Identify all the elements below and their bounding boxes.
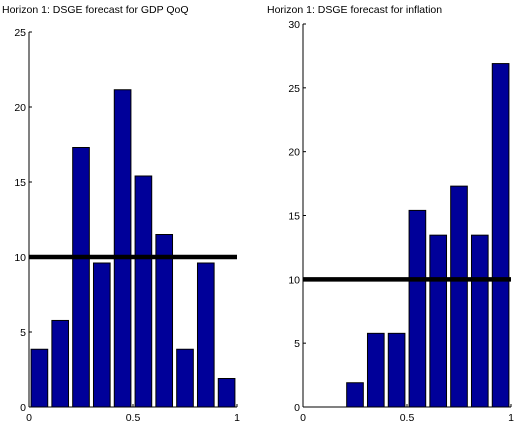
inflation-bar-5 <box>387 332 406 408</box>
gdp-xtick-label: 0 <box>26 412 32 424</box>
inflation-xtick-label: 1 <box>508 412 514 424</box>
inflation-ytick-label: 5 <box>294 338 300 350</box>
gdp-bar-5 <box>113 89 132 408</box>
inflation-ytick-label: 25 <box>288 83 300 95</box>
inflation-ytick-label: 0 <box>294 402 300 414</box>
gdp-bar-7 <box>155 234 174 408</box>
gdp-xtick-label: 1 <box>234 412 240 424</box>
inflation-bar-7 <box>429 234 448 408</box>
gdp-ytick-label: 5 <box>20 327 26 339</box>
gdp-bar-3 <box>72 147 90 408</box>
gdp-bar-10 <box>217 378 236 408</box>
gdp-ytick-label: 20 <box>14 102 26 114</box>
inflation-ytick-label: 20 <box>288 147 300 159</box>
gdp-bar-2 <box>51 319 70 408</box>
inflation-bar-8 <box>450 185 468 408</box>
gdp-ytick-label: 25 <box>14 27 26 39</box>
gdp-xtick-label: 0.5 <box>126 412 141 424</box>
gdp-bar-6 <box>134 175 153 408</box>
inflation-ytick-label: 10 <box>288 274 300 286</box>
gdp-ytick-label: 10 <box>14 252 26 264</box>
gdp-chart: Horizon 1: DSGE forecast for GDP QoQ 0 5 1… <box>2 4 240 424</box>
inflation-bar-10 <box>491 63 510 408</box>
inflation-ytick-label: 15 <box>288 211 300 223</box>
inflation-bar-6 <box>408 209 427 408</box>
inflation-chart: Horizon 1: DSGE forecast for inflation 0… <box>267 4 514 424</box>
inflation-xtick-label: 0.5 <box>400 412 415 424</box>
gdp-bar-9 <box>196 262 215 408</box>
inflation-bar-3 <box>346 382 364 408</box>
inflation-bar-9 <box>470 234 489 408</box>
gdp-ytick-label: 0 <box>20 402 26 414</box>
inflation-bar-4 <box>366 332 385 408</box>
gdp-chart-title: Horizon 1: DSGE forecast for GDP QoQ <box>2 4 189 16</box>
inflation-xtick-label: 0 <box>300 412 306 424</box>
gdp-bar-4 <box>92 262 111 408</box>
gdp-bar-1 <box>30 348 49 408</box>
inflation-chart-title: Horizon 1: DSGE forecast for inflation <box>267 4 442 16</box>
gdp-ytick-label: 15 <box>14 177 26 189</box>
gdp-bar-8 <box>176 348 194 408</box>
inflation-ytick-label: 30 <box>288 19 300 31</box>
